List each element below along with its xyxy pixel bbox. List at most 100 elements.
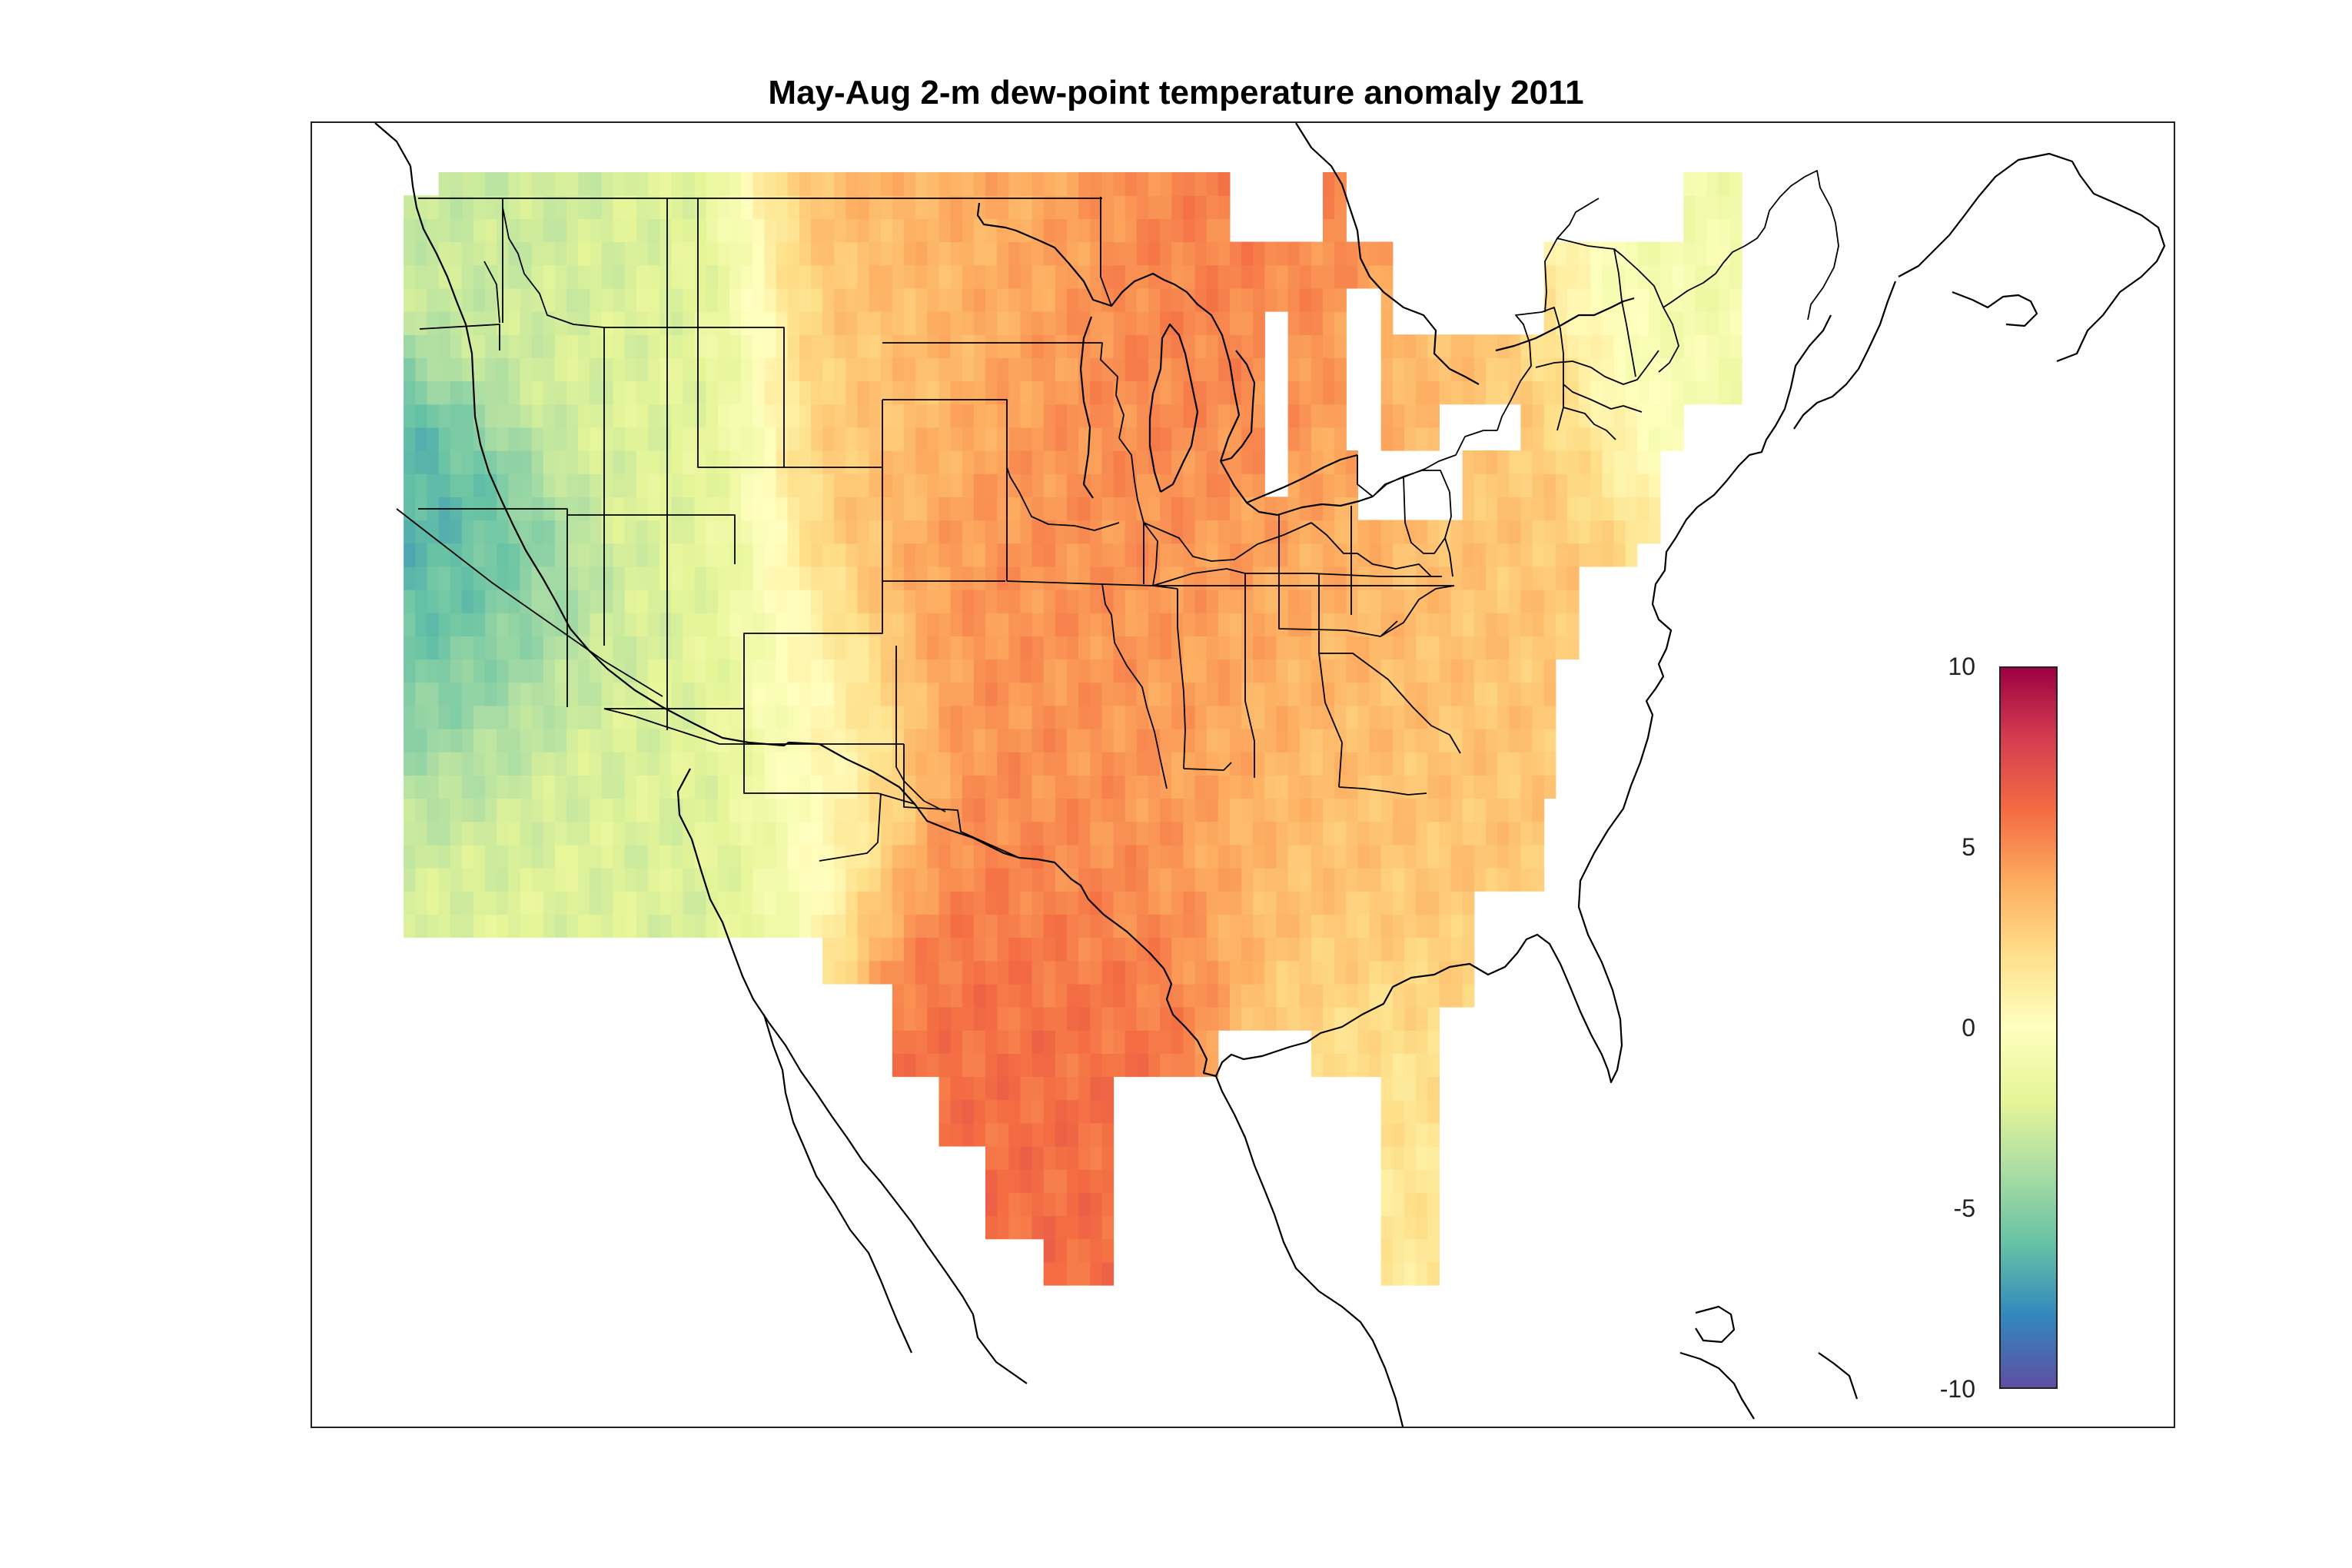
grid-cell	[717, 241, 730, 266]
grid-cell	[752, 659, 765, 683]
grid-cell	[601, 380, 614, 405]
grid-cell	[787, 705, 800, 729]
grid-cell	[1404, 357, 1417, 382]
grid-cell	[880, 264, 893, 289]
grid-cell	[845, 357, 859, 382]
grid-cell	[1160, 427, 1172, 451]
grid-cell	[938, 844, 952, 869]
grid-cell	[1439, 705, 1452, 729]
grid-cell	[1194, 497, 1208, 521]
grid-cell	[857, 427, 870, 451]
grid-cell	[1497, 613, 1510, 636]
grid-cell	[938, 404, 952, 428]
grid-cell	[1462, 844, 1475, 869]
grid-cell	[1299, 868, 1312, 892]
grid-cell	[834, 357, 846, 382]
grid-cell	[822, 960, 835, 985]
grid-cell	[857, 613, 870, 636]
grid-cell	[636, 334, 649, 358]
grid-cell	[1497, 659, 1510, 683]
grid-cell	[554, 705, 567, 729]
grid-cell	[927, 844, 939, 869]
grid-cell	[1067, 983, 1079, 1008]
grid-cell	[962, 983, 975, 1008]
grid-cell	[1206, 241, 1219, 266]
grid-cell	[1369, 1053, 1382, 1078]
grid-cell	[1427, 821, 1440, 845]
grid-cell	[1602, 241, 1614, 266]
grid-cell	[415, 636, 427, 660]
grid-cell	[1486, 497, 1498, 521]
grid-cell	[1532, 798, 1545, 822]
grid-cell	[1416, 334, 1428, 358]
grid-cell	[1683, 357, 1696, 382]
grid-cell	[694, 543, 707, 567]
grid-cell	[776, 334, 789, 358]
grid-cell	[601, 821, 614, 845]
grid-cell	[1020, 427, 1033, 451]
grid-cell	[962, 1122, 975, 1147]
grid-cell	[566, 218, 579, 243]
grid-cell	[717, 798, 730, 822]
grid-cell	[880, 752, 893, 776]
grid-cell	[764, 450, 777, 474]
grid-cell	[1660, 380, 1673, 405]
grid-cell	[683, 334, 696, 358]
grid-cell	[1171, 705, 1184, 729]
grid-cell	[566, 241, 579, 266]
grid-cell	[1543, 659, 1556, 683]
grid-cell	[1171, 1053, 1184, 1078]
grid-cell	[1264, 798, 1277, 822]
grid-cell	[787, 241, 800, 266]
grid-cell	[985, 1053, 998, 1078]
grid-cell	[624, 821, 637, 845]
grid-cell	[683, 613, 696, 636]
grid-cell	[1520, 868, 1533, 892]
grid-cell	[717, 775, 730, 799]
grid-cell	[590, 195, 602, 219]
grid-cell	[1160, 891, 1172, 915]
grid-cell	[1229, 613, 1242, 636]
grid-cell	[404, 218, 416, 243]
grid-cell	[1020, 543, 1033, 567]
grid-cell	[1416, 380, 1428, 405]
grid-cell	[1718, 172, 1731, 196]
grid-cell	[787, 729, 800, 752]
grid-cell	[1636, 311, 1649, 335]
grid-cell	[1532, 543, 1545, 567]
grid-cell	[927, 914, 939, 938]
grid-cell	[892, 636, 905, 660]
grid-cell	[554, 868, 567, 892]
grid-cell	[962, 798, 975, 822]
grid-cell	[1404, 1030, 1417, 1054]
grid-cell	[473, 659, 486, 683]
grid-cell	[566, 729, 579, 752]
grid-cell	[845, 682, 859, 706]
grid-cell	[1636, 287, 1649, 312]
grid-cell	[1031, 497, 1045, 521]
grid-cell	[1229, 427, 1242, 451]
grid-cell	[741, 891, 753, 915]
grid-cell	[1253, 241, 1265, 266]
grid-cell	[461, 844, 474, 869]
grid-cell	[1020, 914, 1033, 938]
grid-cell	[543, 566, 556, 590]
grid-cell	[1532, 659, 1545, 683]
grid-cell	[485, 172, 497, 196]
grid-cell	[799, 798, 812, 822]
grid-cell	[1380, 636, 1394, 660]
grid-cell	[1346, 775, 1358, 799]
grid-cell	[962, 450, 975, 474]
grid-cell	[1043, 497, 1056, 521]
grid-cell	[1101, 844, 1115, 869]
grid-cell	[997, 1007, 1009, 1031]
grid-cell	[497, 334, 509, 358]
grid-cell	[566, 287, 579, 312]
grid-cell	[822, 287, 835, 312]
grid-cell	[497, 798, 509, 822]
grid-cell	[729, 659, 742, 683]
grid-cell	[1532, 613, 1545, 636]
grid-cell	[741, 497, 753, 521]
grid-cell	[1439, 891, 1452, 915]
grid-cell	[427, 729, 440, 752]
